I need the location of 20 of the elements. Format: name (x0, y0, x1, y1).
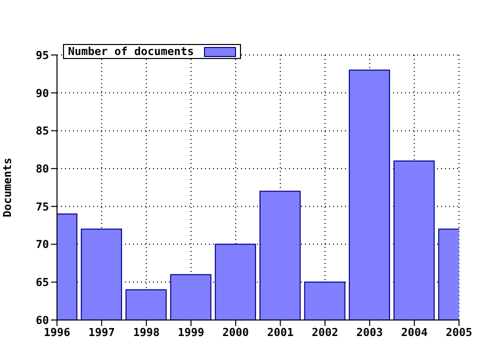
y-tick-label: 95 (36, 48, 49, 62)
y-tick-label: 85 (36, 124, 49, 138)
x-tick-label: 2002 (312, 326, 338, 339)
y-tick-label: 70 (36, 238, 49, 252)
x-tick-label: 2000 (222, 326, 249, 339)
y-tick-label: 60 (36, 314, 49, 327)
legend-label: Number of documents (68, 45, 194, 58)
y-tick-label: 65 (36, 276, 49, 290)
y-axis-title: Documents (0, 158, 14, 218)
x-tick-label: 1996 (44, 326, 71, 339)
y-tick-label: 90 (36, 86, 49, 100)
x-tick-label: 2004 (401, 326, 428, 339)
x-tick-label: 2003 (356, 326, 383, 339)
y-tick-label: 80 (36, 162, 49, 176)
x-tick-label: 1999 (178, 326, 204, 339)
x-tick-label: 1998 (133, 326, 160, 339)
x-tick-label: 2005 (446, 326, 472, 339)
x-tick-label: 2001 (267, 326, 294, 339)
y-tick-label: 75 (36, 200, 49, 214)
x-tick-label: 1997 (88, 326, 115, 339)
